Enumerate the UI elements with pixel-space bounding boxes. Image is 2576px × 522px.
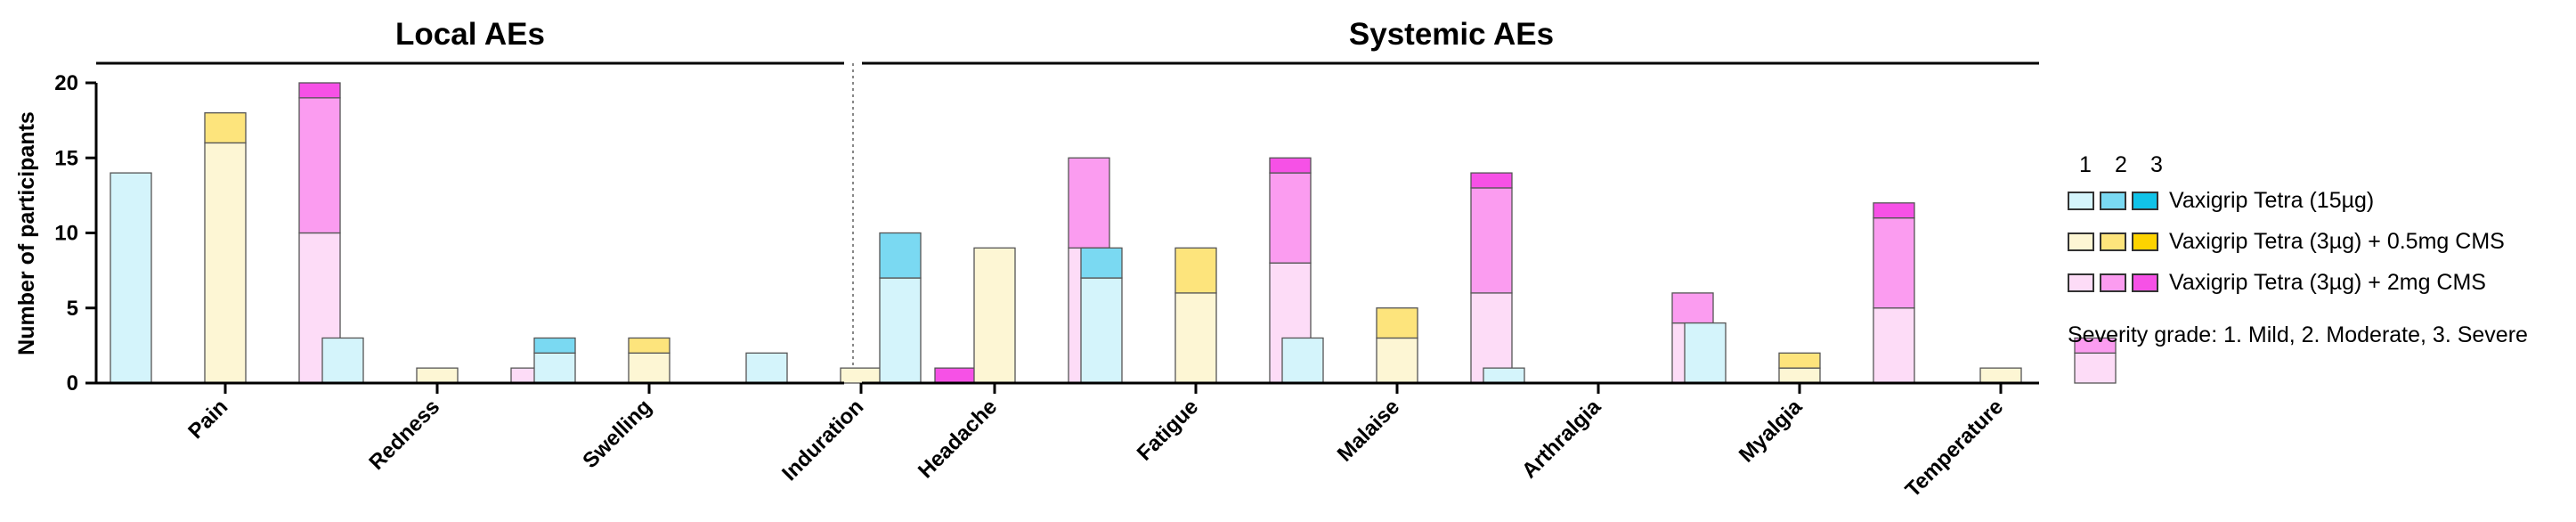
bar-segment bbox=[298, 97, 341, 234]
legend-swatch bbox=[2100, 273, 2126, 292]
bar-segment bbox=[1873, 202, 1915, 219]
legend-rows: Vaxigrip Tetra (15µg) Vaxigrip Tetra (3µg… bbox=[2068, 180, 2566, 303]
bar-segment bbox=[1778, 352, 1821, 369]
bar-segment bbox=[1470, 172, 1513, 189]
bar-segment bbox=[1684, 322, 1727, 384]
severity-note: Severity grade: 1. Mild, 2. Moderate, 3.… bbox=[2068, 322, 2528, 347]
legend-swatch bbox=[2068, 273, 2094, 292]
bars bbox=[110, 82, 2117, 384]
bar-segment bbox=[628, 352, 670, 384]
bar-segment bbox=[2074, 352, 2117, 384]
bar-segment bbox=[1483, 367, 1525, 384]
category-label: Induration bbox=[777, 395, 868, 485]
legend-severity-3: 3 bbox=[2150, 151, 2163, 177]
bar-segment bbox=[1080, 277, 1123, 384]
category-labels: Pain Redness Swelling Induration Headache Fat… bbox=[183, 395, 2008, 502]
legend-severity-header: 1 2 3 bbox=[2079, 150, 2566, 180]
legend-item: Vaxigrip Tetra (15µg) bbox=[2068, 180, 2566, 221]
category-label: Redness bbox=[364, 395, 444, 475]
bar-segment bbox=[1778, 367, 1821, 384]
bar-segment bbox=[1080, 247, 1123, 279]
bar-segment bbox=[298, 82, 341, 99]
bar-segment bbox=[1174, 247, 1217, 294]
category-label: Myalgia bbox=[1735, 395, 1808, 468]
panel-title-local: Local AEs bbox=[395, 17, 545, 52]
legend-item: Vaxigrip Tetra (3µg) + 0.5mg CMS bbox=[2068, 221, 2566, 262]
y-tick-label: 20 bbox=[54, 71, 78, 95]
bar-segment bbox=[628, 337, 670, 354]
legend-swatch bbox=[2068, 191, 2094, 210]
bar-segment bbox=[745, 352, 788, 384]
category-label: Arthralgia bbox=[1517, 395, 1606, 484]
y-axis-label: Number of participants bbox=[14, 111, 39, 355]
bar-segment bbox=[416, 367, 459, 384]
legend-swatch bbox=[2068, 232, 2094, 251]
y-tick-label: 5 bbox=[67, 297, 78, 321]
legend-swatch bbox=[2100, 191, 2126, 210]
legend-swatch bbox=[2132, 232, 2158, 251]
bar-segment bbox=[533, 337, 576, 354]
bar-segment bbox=[204, 142, 247, 384]
legend-label: Vaxigrip Tetra (15µg) bbox=[2169, 187, 2375, 213]
bar-segment bbox=[934, 367, 977, 384]
category-label: Temperature bbox=[1901, 395, 2009, 502]
category-label: Swelling bbox=[578, 395, 656, 473]
y-tick-label: 0 bbox=[67, 371, 78, 396]
legend-label: Vaxigrip Tetra (3µg) + 0.5mg CMS bbox=[2169, 228, 2505, 254]
bar-segment bbox=[1671, 292, 1714, 324]
category-label: Pain bbox=[183, 395, 232, 444]
bar-segment bbox=[879, 232, 922, 279]
bar-segment bbox=[1376, 337, 1418, 384]
bar-segment bbox=[1174, 292, 1217, 384]
legend-severity-2: 2 bbox=[2115, 151, 2127, 177]
bar-segment bbox=[1979, 367, 2022, 384]
legend: 1 2 3 Vaxigrip Tetra (15µg) Vaxigrip Tetr… bbox=[2068, 150, 2566, 348]
category-label: Headache bbox=[914, 395, 1002, 483]
bar-segment bbox=[321, 337, 364, 384]
panel-title-systemic: Systemic AEs bbox=[1349, 17, 1554, 52]
category-label: Malaise bbox=[1333, 395, 1404, 466]
bar-segment bbox=[204, 112, 247, 144]
bar-segment bbox=[879, 277, 922, 384]
y-axis: 0 5 10 15 20 bbox=[54, 71, 98, 396]
bar-segment bbox=[533, 352, 576, 384]
bar-segment bbox=[110, 172, 152, 384]
bar-segment bbox=[1281, 337, 1324, 384]
bar-segment bbox=[1873, 216, 1915, 309]
legend-item: Vaxigrip Tetra (3µg) + 2mg CMS bbox=[2068, 262, 2566, 303]
legend-severity-1: 1 bbox=[2079, 151, 2092, 177]
x-axis bbox=[96, 381, 2039, 394]
bar-segment bbox=[2074, 337, 2117, 354]
bar-segment bbox=[1068, 157, 1110, 249]
legend-label: Vaxigrip Tetra (3µg) + 2mg CMS bbox=[2169, 269, 2486, 295]
category-label: Fatigue bbox=[1133, 395, 1203, 465]
bar-segment bbox=[1269, 172, 1312, 264]
legend-swatch bbox=[2132, 191, 2158, 210]
bar-segment bbox=[973, 247, 1016, 384]
bar-segment bbox=[1873, 307, 1915, 384]
y-tick-label: 15 bbox=[54, 146, 78, 170]
y-tick-label: 10 bbox=[54, 222, 78, 246]
bar-segment bbox=[840, 367, 882, 384]
bar-segment bbox=[1376, 307, 1418, 339]
legend-swatch bbox=[2100, 232, 2126, 251]
legend-swatch bbox=[2132, 273, 2158, 292]
bar-segment bbox=[1470, 187, 1513, 294]
bar-segment bbox=[1269, 157, 1312, 174]
